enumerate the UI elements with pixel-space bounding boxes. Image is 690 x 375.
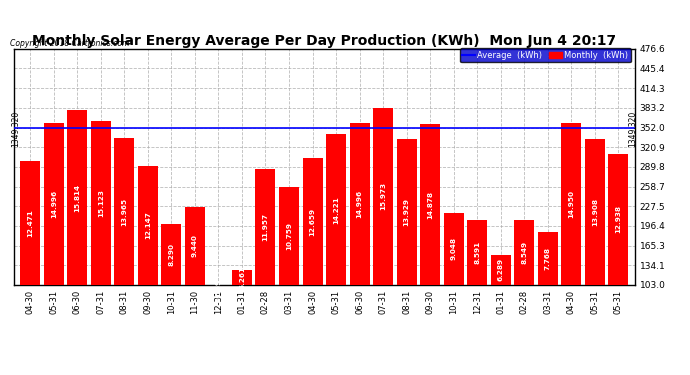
Text: 14.221: 14.221 — [333, 196, 339, 223]
Bar — [20, 161, 40, 285]
Bar — [444, 213, 464, 285]
Text: 7.768: 7.768 — [545, 247, 551, 270]
Text: 6.289: 6.289 — [497, 258, 504, 281]
Text: 14.996: 14.996 — [51, 190, 57, 218]
Bar — [585, 139, 605, 285]
Bar — [514, 220, 534, 285]
Text: 3.559: 3.559 — [215, 279, 221, 302]
Bar — [561, 123, 581, 285]
Bar — [232, 270, 252, 285]
Text: 9.048: 9.048 — [451, 237, 457, 260]
Text: 13.965: 13.965 — [121, 198, 128, 226]
Text: 5.261: 5.261 — [239, 266, 245, 289]
Bar — [138, 166, 158, 285]
Bar — [350, 123, 370, 285]
Text: 12.938: 12.938 — [615, 206, 621, 233]
Text: Copyright 2018 Cartronics.com: Copyright 2018 Cartronics.com — [10, 39, 130, 48]
Bar — [609, 154, 629, 285]
Bar — [43, 123, 63, 285]
Text: 8.290: 8.290 — [168, 243, 175, 266]
Text: 14.950: 14.950 — [569, 190, 574, 218]
Bar — [326, 134, 346, 285]
Text: 14.996: 14.996 — [357, 190, 362, 218]
Bar — [255, 169, 275, 285]
Text: 1349.320: 1349.320 — [12, 111, 21, 147]
Bar — [302, 158, 322, 285]
Bar — [185, 207, 205, 285]
Text: 15.123: 15.123 — [98, 189, 104, 217]
Text: 10.759: 10.759 — [286, 222, 292, 250]
Text: 14.878: 14.878 — [427, 190, 433, 219]
Bar — [397, 139, 417, 285]
Legend: Average  (kWh), Monthly  (kWh): Average (kWh), Monthly (kWh) — [460, 48, 631, 62]
Text: 8.549: 8.549 — [521, 241, 527, 264]
Text: 12.147: 12.147 — [145, 211, 151, 239]
Bar — [115, 138, 135, 285]
Bar — [161, 224, 181, 285]
Text: 9.440: 9.440 — [192, 234, 198, 257]
Bar — [467, 220, 487, 285]
Bar — [373, 108, 393, 285]
Text: 1349.320: 1349.320 — [628, 111, 637, 147]
Text: 11.957: 11.957 — [262, 213, 268, 241]
Bar — [538, 232, 558, 285]
Text: 12.659: 12.659 — [310, 207, 315, 236]
Text: 12.471: 12.471 — [28, 209, 33, 237]
Bar — [491, 255, 511, 285]
Bar — [91, 121, 111, 285]
Bar — [279, 187, 299, 285]
Title: Monthly Solar Energy Average Per Day Production (KWh)  Mon Jun 4 20:17: Monthly Solar Energy Average Per Day Pro… — [32, 34, 616, 48]
Text: 13.929: 13.929 — [404, 198, 410, 226]
Bar — [68, 110, 88, 285]
Text: 8.591: 8.591 — [474, 241, 480, 264]
Bar — [208, 285, 228, 296]
Text: 13.908: 13.908 — [592, 198, 598, 226]
Text: 15.814: 15.814 — [75, 184, 80, 211]
Bar — [420, 124, 440, 285]
Text: 15.973: 15.973 — [380, 182, 386, 210]
